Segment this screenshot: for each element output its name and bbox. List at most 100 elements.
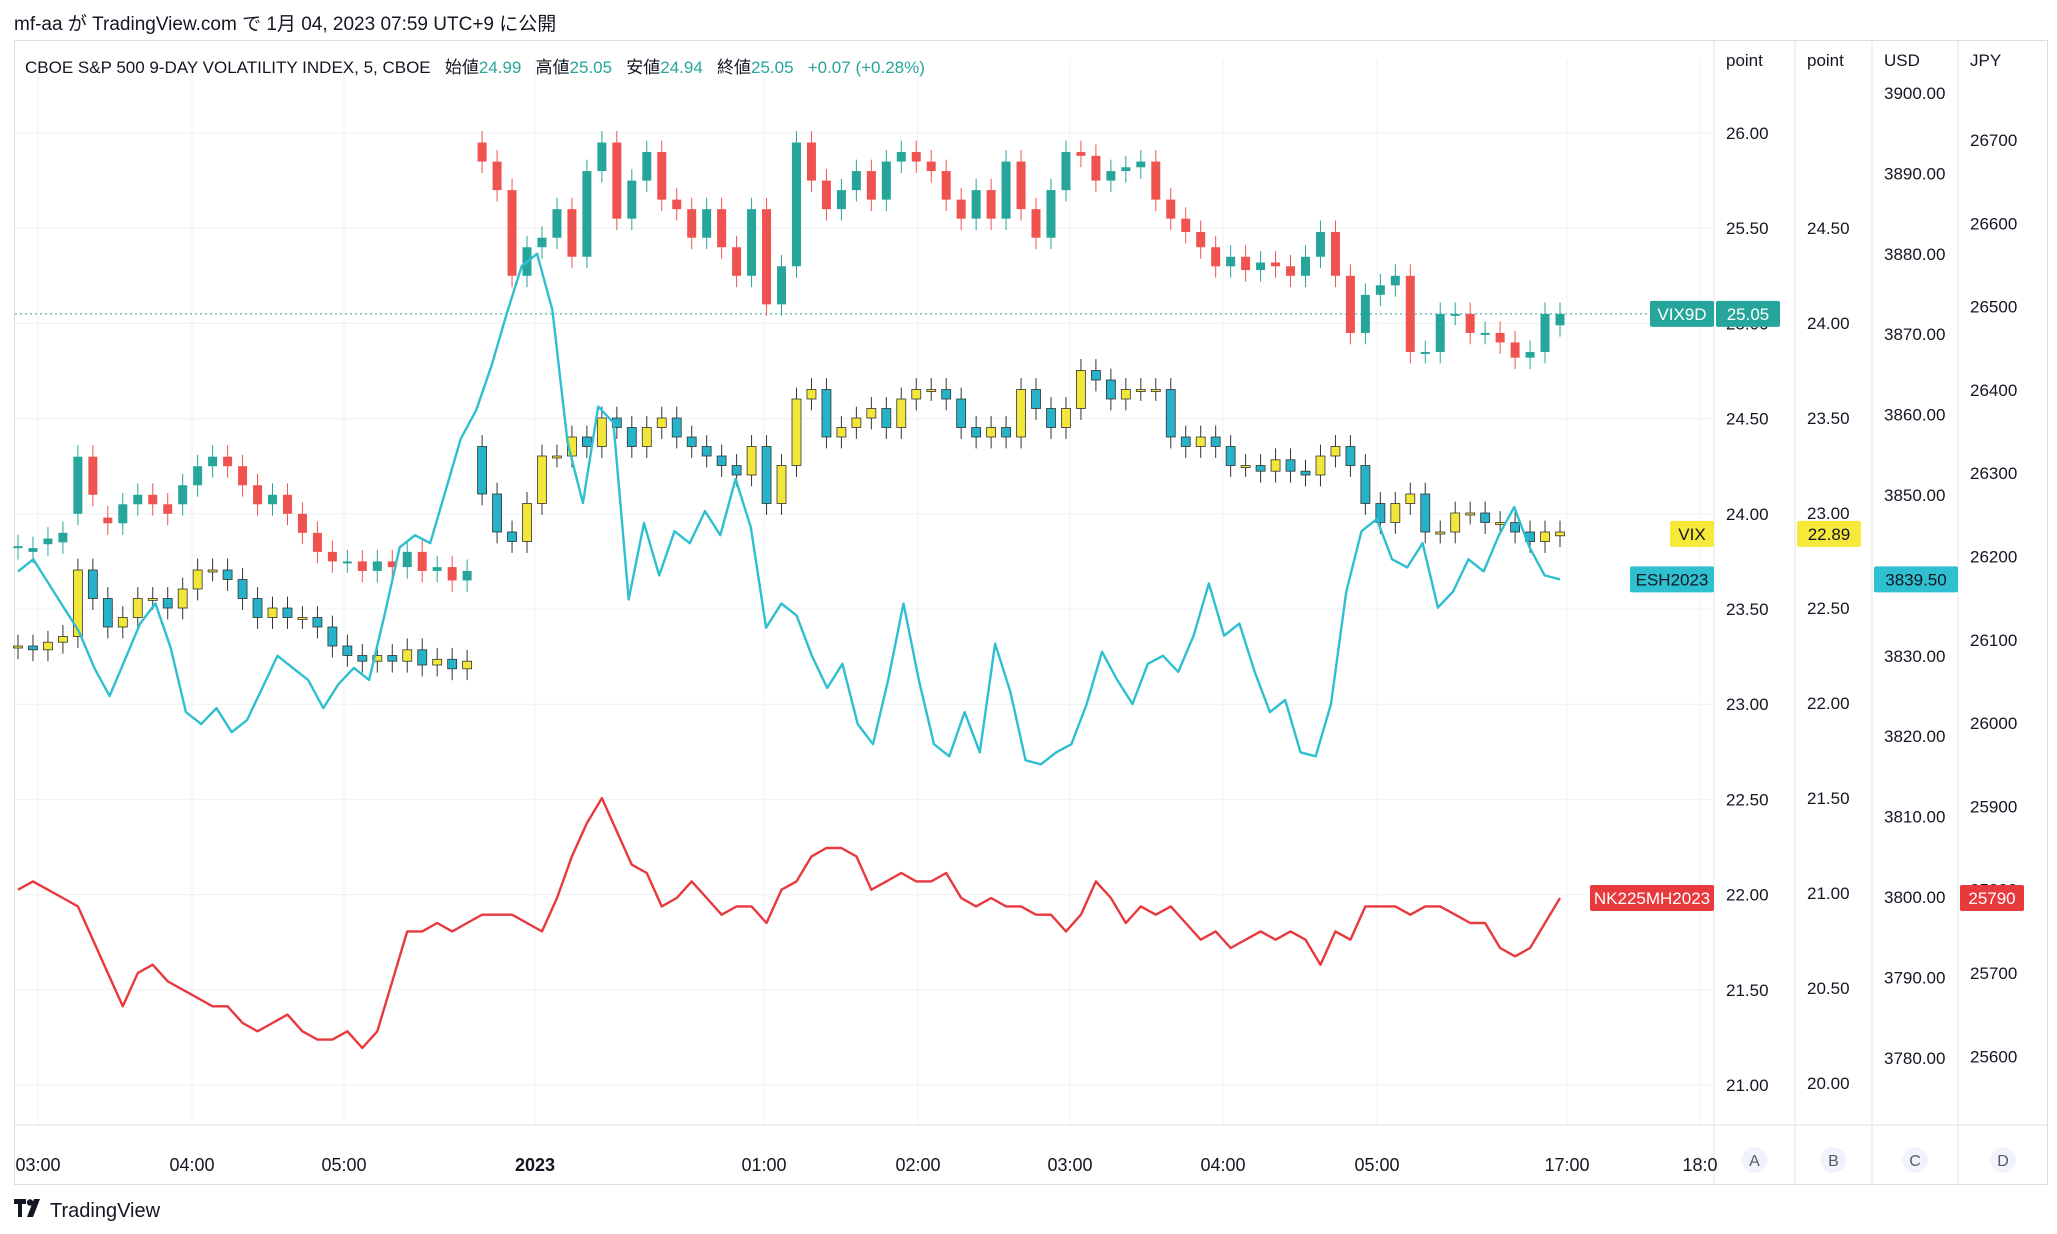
- vix9d-candle-body: [971, 190, 981, 219]
- vix-candle-body: [1091, 370, 1101, 381]
- axis-tick-B: 21.50: [1807, 789, 1850, 808]
- footer-brand[interactable]: TradingView: [14, 1196, 160, 1226]
- vix9d-candle-body: [1181, 218, 1191, 233]
- vix-candle-body: [821, 389, 832, 438]
- vix9d-candle-body: [1211, 247, 1221, 267]
- vix-candle-body: [761, 446, 772, 504]
- vix9d-candle-body: [881, 161, 891, 200]
- vix9d-candle-body: [1016, 161, 1026, 210]
- vix-candle-body: [492, 493, 502, 533]
- axis-tick-D: 26500: [1970, 298, 2017, 317]
- vix-candle-body: [1165, 389, 1176, 438]
- esh-last-value-bg: [1874, 566, 1958, 593]
- chart-frame: [14, 40, 2048, 1185]
- price-axes: point26.0025.5025.0024.5024.0023.5023.00…: [15, 40, 2048, 1185]
- axis-letter-bg-D: [1990, 1147, 2016, 1173]
- vix9d-candle-body: [297, 513, 307, 533]
- vix-candle-body: [701, 446, 712, 457]
- vix9d-candle-body: [193, 466, 203, 486]
- vix9d-candle-body: [148, 494, 158, 505]
- vix-candle-body: [656, 417, 667, 428]
- vix9d-candle-body: [253, 485, 263, 505]
- vix9d-candle-body: [1300, 256, 1310, 276]
- axis-tick-B: 23.50: [1807, 409, 1850, 428]
- vix9d-candle-body: [268, 494, 278, 505]
- vix-candle-body: [791, 398, 802, 466]
- vix9d-candle-body: [567, 209, 577, 257]
- vix-candle-body: [716, 455, 727, 466]
- axis-tick-C: 3790.00: [1884, 968, 1945, 987]
- axis-letter-A: A: [1749, 1153, 1760, 1170]
- axis-unit-D: JPY: [1970, 51, 2001, 70]
- vix9d-candle-body: [1315, 232, 1325, 257]
- vix9d-candle-body: [1136, 161, 1146, 168]
- vix-candle-body: [477, 446, 487, 495]
- esh-last-value: 3839.50: [1885, 570, 1946, 589]
- vix-candle-body: [1540, 531, 1550, 542]
- vix9d-candle-body: [836, 190, 846, 210]
- vix9d-candle-body: [806, 142, 816, 181]
- vix-candle-body: [926, 389, 937, 392]
- axis-tick-D: 26300: [1970, 464, 2017, 483]
- axis-tick-A: 23.50: [1726, 600, 1769, 619]
- vix9d-last-value-bg: [1716, 300, 1780, 327]
- axis-unit-C: USD: [1884, 51, 1920, 70]
- vix9d-candle-body: [986, 190, 996, 219]
- vix-candle-body: [267, 607, 278, 618]
- axis-tick-D: 26000: [1970, 714, 2017, 733]
- vix-name-tag: VIX: [1678, 525, 1705, 544]
- nk-last-value-bg: [1960, 885, 2024, 912]
- vix-candle-body: [462, 660, 473, 670]
- time-tick-label: 03:00: [15, 1155, 60, 1175]
- vix9d-candle-body: [537, 237, 547, 248]
- vix9d-candle-body: [1061, 152, 1071, 191]
- axis-tick-B: 24.50: [1807, 219, 1850, 238]
- vix-candle-body: [971, 427, 982, 438]
- vix9d-name-tag: VIX9D: [1657, 305, 1706, 324]
- vix-candle-body: [312, 617, 323, 628]
- legend-open-label: 始値: [444, 58, 479, 77]
- vix9d-candle-body: [1106, 171, 1116, 181]
- time-tick-label: 02:00: [895, 1155, 940, 1175]
- tradingview-logo-icon: [14, 1199, 44, 1223]
- vix9d-candle-body: [777, 266, 787, 305]
- vix-candle-body: [1120, 389, 1131, 400]
- vix-candle-body: [776, 465, 787, 504]
- vix9d-candle-body: [552, 209, 562, 238]
- vix-candle-body: [537, 455, 547, 504]
- vix-candle-body: [342, 645, 353, 656]
- vix-candle-body: [911, 389, 922, 400]
- vix-candle-body: [102, 598, 113, 628]
- vix-candle-body: [1001, 427, 1011, 438]
- vix-candle-body: [237, 579, 248, 599]
- vix9d-candle-body: [223, 456, 233, 467]
- axis-tick-B: 22.00: [1807, 694, 1850, 713]
- axis-tick-B: 20.50: [1807, 979, 1850, 998]
- plot-area[interactable]: [13, 131, 1565, 1050]
- axis-tick-A: 24.00: [1726, 505, 1769, 524]
- time-tick-label: 05:00: [1354, 1155, 1399, 1175]
- vix-candle-body: [1510, 522, 1520, 533]
- vix-candle-body: [1031, 389, 1041, 409]
- time-tick-label: 2023: [515, 1155, 555, 1175]
- vix9d-candle-body: [1450, 313, 1460, 316]
- vix9d-candle-body: [717, 209, 727, 248]
- vix9d-candle-body: [447, 567, 457, 581]
- vix9d-candle-body: [941, 171, 951, 200]
- axis-tick-A: 22.00: [1726, 886, 1769, 905]
- vix-candle-body: [1225, 446, 1236, 466]
- vix-candle-body: [626, 427, 637, 447]
- vix-candle-body: [1270, 459, 1281, 472]
- vix9d-candle-body: [163, 504, 173, 514]
- vix9d-candle-body: [687, 209, 697, 238]
- esh-name-tag-bg: [1630, 566, 1714, 593]
- vix-candle-body: [986, 427, 997, 438]
- vix9d-candle-body: [1525, 351, 1535, 358]
- vix9d-candle-body: [1046, 190, 1056, 238]
- axis-tick-D: 26100: [1970, 631, 2017, 650]
- vix-candle-body: [746, 446, 757, 476]
- vix9d-candle-body: [1330, 232, 1340, 276]
- vix9d-candle-body: [1405, 275, 1415, 352]
- vix-candle-body: [1046, 408, 1056, 428]
